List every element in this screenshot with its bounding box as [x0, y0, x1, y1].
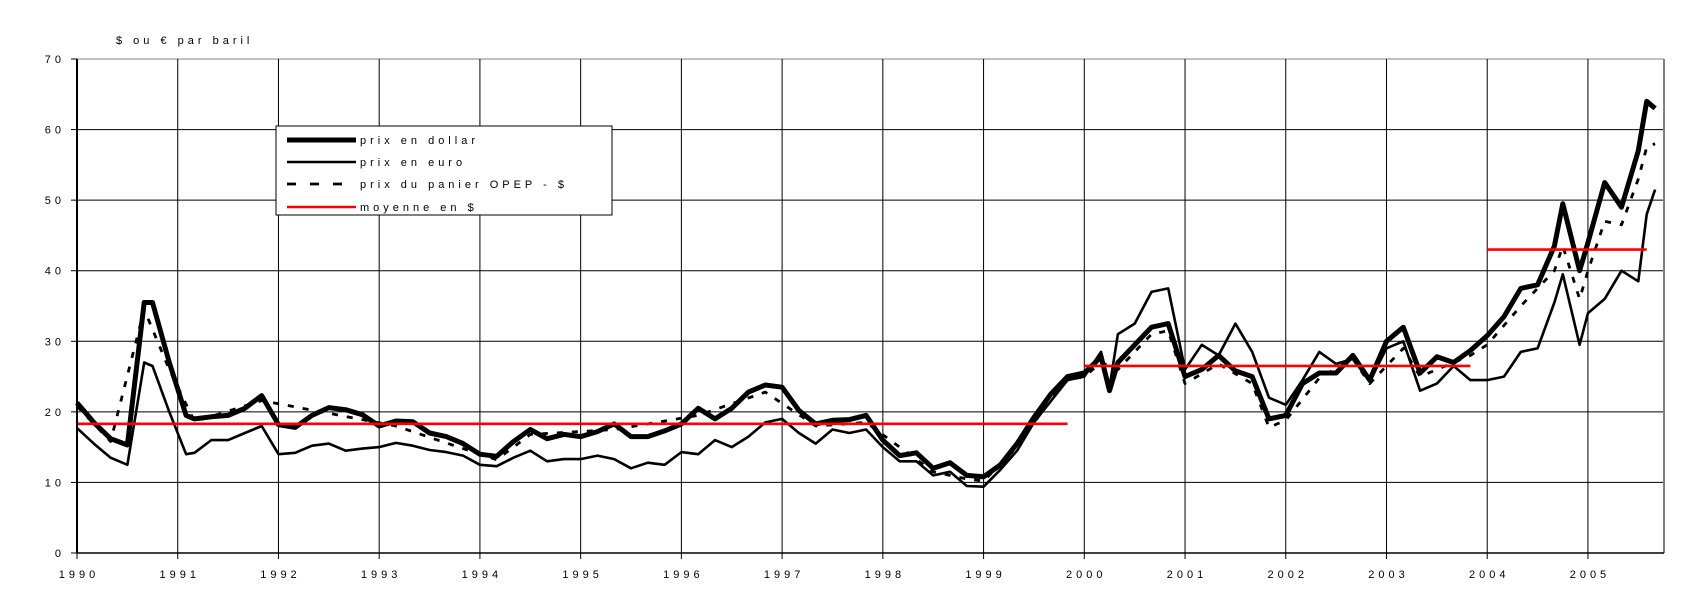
- x-tick-label: 1998: [865, 569, 905, 581]
- y-tick-label: 60: [45, 125, 65, 137]
- series-prix-du-panier-opep--line: [75, 142, 1656, 483]
- series-layer: [75, 98, 1657, 488]
- legend-label: moyenne en $: [360, 202, 478, 214]
- x-tick-label: 1991: [159, 569, 199, 581]
- y-tick-label: 30: [45, 336, 65, 348]
- y-axis-label: $ ou € par baril: [116, 35, 253, 47]
- x-tick-label: 1999: [965, 569, 1005, 581]
- y-tick-label: 40: [45, 266, 65, 278]
- legend: prix en dollar prix en euro prix du panier…: [275, 125, 613, 216]
- y-tick-label: 10: [45, 477, 65, 489]
- x-tick-label: 1990: [59, 569, 99, 581]
- legend-label: prix du panier OPEP - $: [360, 179, 568, 191]
- x-tick-label: 1995: [562, 569, 602, 581]
- x-tick-label: 2000: [1066, 569, 1106, 581]
- axes: 0 10 20 30 40 50 60 70 1990 1991 1992 1993 1994 1995 1…: [45, 54, 1665, 581]
- legend-label: prix en euro: [360, 157, 466, 169]
- x-tick-label: 1992: [260, 569, 300, 581]
- series-prix-en-dollar-line: [75, 98, 1657, 480]
- x-tick-label: 2004: [1469, 569, 1509, 581]
- x-tick-label: 2003: [1368, 569, 1408, 581]
- x-tick-label: 1997: [764, 569, 804, 581]
- x-tick-label: 2001: [1167, 569, 1207, 581]
- x-tick-label: 2002: [1268, 569, 1308, 581]
- x-tick-label: 2005: [1570, 569, 1610, 581]
- x-tick-label: 1993: [361, 569, 401, 581]
- y-tick-label: 0: [55, 548, 65, 560]
- legend-label: prix en dollar: [360, 135, 479, 147]
- y-tick-label: 70: [45, 54, 65, 66]
- y-tick-label: 50: [45, 195, 65, 207]
- x-tick-label: 1994: [462, 569, 502, 581]
- x-tick-label: 1996: [663, 569, 703, 581]
- series-prix-en-euro-line: [76, 189, 1657, 488]
- y-tick-label: 20: [45, 407, 65, 419]
